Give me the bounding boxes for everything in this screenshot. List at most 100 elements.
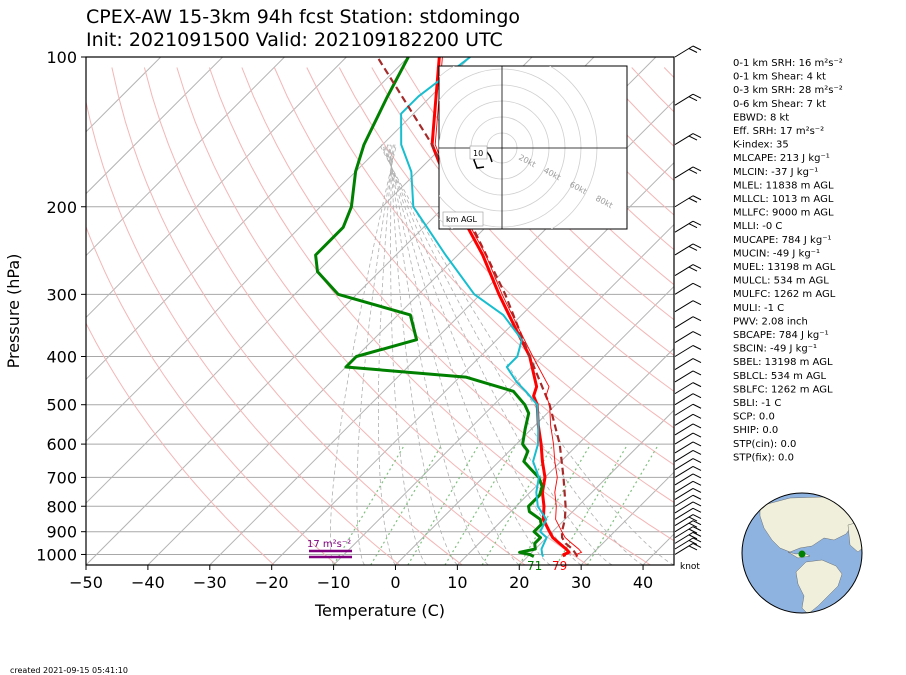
index-item: SHIP: 0.0 — [733, 425, 778, 436]
wind-barb-flag — [688, 545, 698, 551]
wind-barb-staff — [674, 220, 694, 233]
dry-adiabat-line — [436, 67, 674, 321]
wind-barb-staff — [674, 494, 694, 507]
dry-adiabat-line — [208, 67, 651, 565]
wind-barb — [674, 282, 702, 295]
index-item: PWV: 2.08 inch — [733, 316, 808, 327]
wind-barb — [674, 432, 702, 445]
wind-barb — [674, 449, 702, 462]
wind-barb-flag — [692, 166, 702, 172]
y-tick-label: 800 — [46, 497, 77, 516]
x-tick-label: −30 — [193, 573, 227, 592]
wind-barb-flag — [692, 393, 702, 399]
isotherm-line — [86, 57, 347, 319]
wind-barb-flag — [692, 458, 702, 463]
isotherm-line — [86, 57, 471, 442]
wind-barb-staff — [674, 133, 694, 146]
south-america — [795, 559, 843, 613]
wind-barb-staff — [674, 507, 694, 520]
wind-barb — [674, 423, 702, 436]
index-item: MLLI: -0 C — [733, 221, 782, 232]
mixing-ratio-line — [518, 443, 592, 565]
mixing-ratio-line — [444, 443, 517, 565]
globe-outline — [741, 492, 863, 614]
isotherm-line — [395, 285, 674, 565]
wind-barb — [674, 370, 702, 383]
index-item: MUEL: 13198 m AGL — [733, 262, 836, 273]
wind-barb-flag — [688, 522, 698, 528]
chart-title: CPEX-AW 15-3km 94h fcst Station: stdomin… — [86, 6, 520, 28]
hodograph-height-label: 10 — [473, 149, 483, 158]
wind-barb — [674, 531, 702, 544]
hodograph-inset: 20kt 40kt 60kt 80kt 10 km AGL — [438, 65, 628, 230]
wind-barb-staff — [674, 531, 694, 544]
temperature-trace — [430, 57, 571, 558]
wind-barb-staff — [674, 537, 694, 550]
index-item: 0-1 km Shear: 4 kt — [733, 72, 826, 83]
wind-barb-flag — [692, 316, 702, 322]
dry-adiabat-line — [111, 67, 463, 565]
wind-barb-staff — [674, 195, 694, 208]
wind-barb-flag — [692, 480, 702, 486]
wind-barb — [674, 514, 702, 527]
wind-barb-flag — [692, 243, 702, 249]
wind-barb-staff — [674, 423, 694, 436]
wind-barb-flag — [688, 266, 698, 272]
wind-barb — [674, 316, 702, 329]
index-item: 0-6 km Shear: 7 kt — [733, 99, 826, 110]
wind-barb — [674, 300, 702, 313]
moist-adiabat-line — [386, 144, 520, 565]
wind-barb — [674, 345, 702, 357]
index-item: MLEL: 11838 m AGL — [733, 180, 834, 191]
index-item: EBWD: 8 kt — [733, 112, 789, 123]
wind-barb-flag — [692, 501, 702, 507]
wind-barb-flag — [692, 45, 702, 51]
wind-barb-flag — [692, 473, 702, 479]
wind-barb — [674, 403, 702, 416]
wind-barb — [674, 45, 702, 58]
station-marker — [798, 550, 806, 558]
y-axis-label: Pressure (hPa) — [4, 254, 23, 369]
wind-barb — [674, 243, 702, 256]
wind-barb — [674, 480, 702, 493]
moist-adiabat-line — [380, 144, 644, 565]
moist-adiabat-line — [390, 144, 427, 565]
y-tick-label: 200 — [46, 198, 77, 217]
mixing-ratio-line — [586, 443, 660, 565]
wind-barb — [674, 487, 702, 500]
virtual-temperature-trace — [434, 57, 583, 557]
index-item: SBCAPE: 784 J kg⁻¹ — [733, 330, 829, 341]
wind-barb-staff — [674, 432, 694, 445]
moist-adiabat-line — [379, 144, 674, 565]
x-tick-label: 30 — [571, 573, 591, 592]
wind-barb-flag — [692, 331, 702, 337]
index-item: SCP: 0.0 — [733, 412, 775, 423]
index-item: STP(cin): 0.0 — [733, 439, 796, 450]
wind-barb-flag — [692, 282, 702, 288]
parcel-trace — [376, 57, 579, 558]
wind-barb-staff — [674, 166, 694, 179]
created-footer: created 2021-09-15 05:41:10 — [10, 666, 128, 675]
srh-label: 17 m²s⁻² — [307, 539, 351, 550]
wind-barb-flag — [692, 220, 702, 226]
wind-barb-flag — [692, 507, 702, 513]
wind-barb — [674, 331, 702, 343]
wind-barb-flag — [692, 413, 702, 419]
wind-barb-flag — [692, 195, 702, 201]
hodograph-legend: km AGL — [446, 215, 478, 224]
wind-barb-staff — [674, 282, 694, 295]
wind-barb — [674, 543, 702, 555]
wind-barb-staff — [674, 487, 694, 500]
wind-barb-flag — [692, 465, 702, 471]
wind-barb-flag — [692, 345, 702, 350]
wind-barb — [674, 441, 702, 454]
dry-adiabat-line — [86, 322, 275, 565]
wind-barb-flag — [692, 264, 702, 269]
index-item: SBCIN: -49 J kg⁻¹ — [733, 344, 817, 355]
y-tick-label: 500 — [46, 396, 77, 415]
wind-barb-staff — [674, 473, 694, 486]
dry-adiabat-line — [86, 225, 338, 565]
y-tick-label: 700 — [46, 468, 77, 487]
hodograph-legend-box — [442, 211, 484, 227]
moist-adiabat-line — [385, 144, 551, 565]
